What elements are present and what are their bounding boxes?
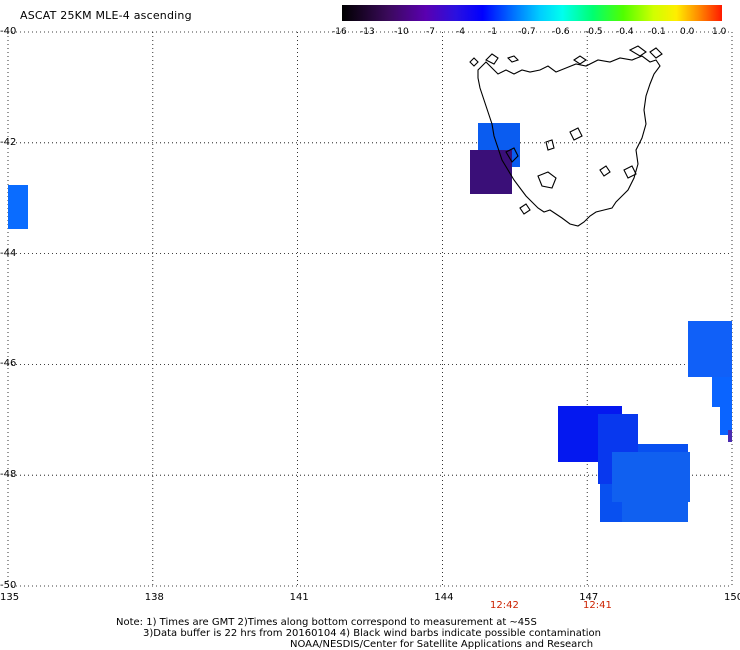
colorbar-gradient	[342, 5, 722, 21]
pass-time-2: 12:41	[583, 600, 612, 611]
longitude-label: 138	[144, 592, 164, 603]
scatterometer-cell	[8, 185, 28, 229]
latitude-label: -44	[0, 247, 17, 259]
latitude-label: -46	[0, 358, 17, 370]
latitude-label: -48	[0, 469, 17, 481]
colorbar-tick-label: -0.5	[585, 27, 603, 37]
scatterometer-cell	[612, 452, 690, 502]
longitude-label: 135	[0, 592, 20, 603]
note-line-3: NOAA/NESDIS/Center for Satellite Applica…	[290, 639, 594, 650]
colorbar-tick-label: 1.0	[712, 27, 727, 37]
scatterometer-cell	[470, 150, 512, 194]
latitude-label: -40	[0, 26, 17, 37]
longitude-label: 144	[434, 592, 454, 603]
longitude-label: 141	[289, 592, 309, 603]
colorbar-tick-label: 0.0	[680, 27, 695, 37]
colorbar-tick-label: -13	[360, 27, 375, 37]
scatterometer-cell	[728, 430, 732, 442]
latitude-label: -50	[0, 580, 17, 591]
map-title: ASCAT 25KM MLE-4 ascending	[20, 9, 192, 22]
colorbar-tick-label: -10	[394, 27, 409, 37]
scatterometer-cell	[622, 502, 688, 522]
note-line-2: 3)Data buffer is 22 hrs from 20160104 4)…	[143, 628, 601, 639]
longitude-label: 150	[724, 592, 740, 603]
colorbar	[342, 5, 722, 21]
colorbar-tick-label: -0.7	[518, 27, 536, 37]
scatterometer-cell	[688, 321, 732, 377]
latitude-label: -42	[0, 136, 17, 148]
tasmania-coastline	[469, 45, 663, 227]
pass-time-1: 12:42	[490, 600, 519, 611]
scatterometer-cell	[720, 407, 732, 435]
scatterometer-cell	[712, 377, 732, 407]
note-line-1: Note: 1) Times are GMT 2)Times along bot…	[116, 617, 537, 628]
colorbar-tick-label: -16	[332, 27, 347, 37]
colorbar-tick-label: -7	[426, 27, 435, 37]
longitude-label: 147	[579, 592, 599, 603]
